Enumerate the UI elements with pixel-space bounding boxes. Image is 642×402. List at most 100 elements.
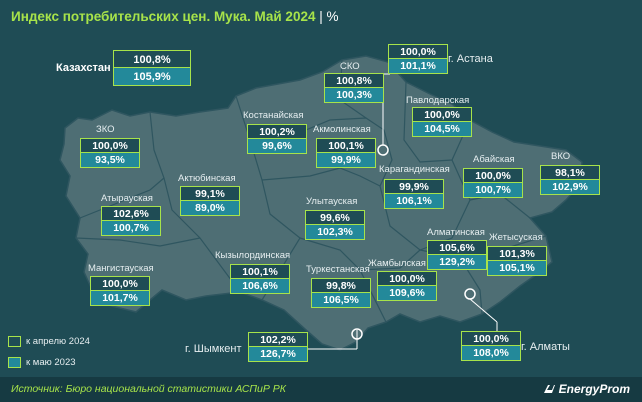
atyrau-apr: 102,6% bbox=[101, 206, 161, 221]
almaty-may: 108,0% bbox=[461, 346, 521, 361]
region-values-kostanay: 100,2% 99,6% bbox=[247, 124, 307, 154]
shymkent-may: 126,7% bbox=[248, 347, 308, 362]
city-label-shymkent: г. Шымкент bbox=[185, 343, 242, 355]
city-values-almaty: 100,0% 108,0% bbox=[461, 331, 521, 361]
source-text: Источник: Бюро национальной статистики А… bbox=[11, 383, 286, 395]
region-label-vko: ВКО bbox=[551, 151, 571, 162]
kyzylorda-apr: 100,1% bbox=[230, 264, 290, 279]
legend-item-apr: к апрелю 2024 bbox=[8, 336, 90, 347]
region-label-aktobe: Актюбинская bbox=[178, 173, 236, 184]
region-values-zko: 100,0% 93,5% bbox=[80, 138, 140, 168]
almaty-apr: 100,0% bbox=[461, 331, 521, 346]
almaty-region-may: 129,2% bbox=[427, 255, 487, 270]
region-values-turkestan: 99,8% 106,5% bbox=[311, 278, 371, 308]
kostanay-apr: 100,2% bbox=[247, 124, 307, 139]
pavlodar-may: 104,5% bbox=[412, 122, 472, 137]
brand-logo: EnergyProm bbox=[543, 382, 630, 396]
region-label-kyzylorda: Кызылординская bbox=[215, 250, 291, 261]
kazakhstan-label: Казахстан bbox=[56, 62, 111, 74]
turkestan-may: 106,5% bbox=[311, 293, 371, 308]
zhambyl-may: 109,6% bbox=[377, 286, 437, 301]
region-values-pavlodar: 100,0% 104,5% bbox=[412, 107, 472, 137]
shymkent-apr: 102,2% bbox=[248, 332, 308, 347]
region-label-turkestan: Туркестанская bbox=[306, 264, 370, 275]
astana-apr: 100,0% bbox=[388, 44, 448, 59]
title-unit: | % bbox=[319, 9, 339, 24]
sko-apr: 100,8% bbox=[324, 73, 384, 88]
legend-label-may: к маю 2023 bbox=[26, 357, 76, 368]
region-label-zhambyl: Жамбылская bbox=[368, 258, 426, 269]
region-values-akmola: 100,1% 99,9% bbox=[316, 138, 376, 168]
region-label-pavlodar: Павлодарская bbox=[406, 95, 470, 106]
kyzylorda-may: 106,6% bbox=[230, 279, 290, 294]
region-values-atyrau: 102,6% 100,7% bbox=[101, 206, 161, 236]
vko-apr: 98,1% bbox=[540, 165, 600, 180]
legend-label-apr: к апрелю 2024 bbox=[26, 336, 90, 347]
brand-text: EnergyProm bbox=[558, 382, 630, 396]
aktobe-apr: 99,1% bbox=[180, 186, 240, 201]
region-label-almaty-region: Алматинская bbox=[427, 227, 485, 238]
region-values-zhambyl: 100,0% 109,6% bbox=[377, 271, 437, 301]
zko-apr: 100,0% bbox=[80, 138, 140, 153]
karaganda-apr: 99,9% bbox=[384, 179, 444, 194]
region-values-ulytau: 99,6% 102,3% bbox=[305, 210, 365, 240]
region-label-akmola: Акмолинская bbox=[313, 124, 371, 135]
zhetysu-may: 105,1% bbox=[487, 261, 547, 276]
region-label-zko: ЗКО bbox=[96, 124, 115, 135]
city-values-shymkent: 102,2% 126,7% bbox=[248, 332, 308, 362]
region-values-aktobe: 99,1% 89,0% bbox=[180, 186, 240, 216]
ulytau-may: 102,3% bbox=[305, 225, 365, 240]
page-title: Индекс потребительских цен. Мука. Май 20… bbox=[11, 9, 339, 24]
energyprom-logo-icon bbox=[543, 385, 555, 393]
zko-may: 93,5% bbox=[80, 153, 140, 168]
region-values-sko: 100,8% 100,3% bbox=[324, 73, 384, 103]
vko-may: 102,9% bbox=[540, 180, 600, 195]
region-values-vko: 98,1% 102,9% bbox=[540, 165, 600, 195]
legend-item-may: к маю 2023 bbox=[8, 357, 76, 368]
akmola-apr: 100,1% bbox=[316, 138, 376, 153]
ulytau-apr: 99,6% bbox=[305, 210, 365, 225]
karaganda-may: 106,1% bbox=[384, 194, 444, 209]
abai-may: 100,7% bbox=[463, 183, 523, 198]
region-label-zhetysu: Жетысуская bbox=[489, 232, 543, 243]
region-values-kyzylorda: 100,1% 106,6% bbox=[230, 264, 290, 294]
legend-swatch-apr bbox=[8, 336, 21, 347]
sko-may: 100,3% bbox=[324, 88, 384, 103]
kostanay-may: 99,6% bbox=[247, 139, 307, 154]
region-label-sko: СКО bbox=[340, 61, 360, 72]
region-values-mangistau: 100,0% 101,7% bbox=[90, 276, 150, 306]
region-label-abai: Абайская bbox=[473, 154, 515, 165]
abai-apr: 100,0% bbox=[463, 168, 523, 183]
akmola-may: 99,9% bbox=[316, 153, 376, 168]
astana-may: 101,1% bbox=[388, 59, 448, 74]
region-values-zhetysu: 101,3% 105,1% bbox=[487, 246, 547, 276]
aktobe-may: 89,0% bbox=[180, 201, 240, 216]
region-values-almaty-region: 105,6% 129,2% bbox=[427, 240, 487, 270]
region-label-atyrau: Атырауская bbox=[101, 193, 153, 204]
region-label-kostanay: Костанайская bbox=[243, 110, 304, 121]
region-label-karaganda: Карагандинская bbox=[379, 164, 450, 175]
zhambyl-apr: 100,0% bbox=[377, 271, 437, 286]
kazakhstan-values: 100,8% 105,9% bbox=[113, 50, 191, 86]
pavlodar-apr: 100,0% bbox=[412, 107, 472, 122]
turkestan-apr: 99,8% bbox=[311, 278, 371, 293]
unit-text: % bbox=[326, 9, 339, 24]
region-label-ulytau: Улытауская bbox=[306, 196, 358, 207]
region-values-karaganda: 99,9% 106,1% bbox=[384, 179, 444, 209]
kazakhstan-may: 105,9% bbox=[113, 68, 191, 86]
kazakhstan-apr: 100,8% bbox=[113, 50, 191, 68]
city-values-astana: 100,0% 101,1% bbox=[388, 44, 448, 74]
zhetysu-apr: 101,3% bbox=[487, 246, 547, 261]
almaty-region-apr: 105,6% bbox=[427, 240, 487, 255]
city-label-almaty: г. Алматы bbox=[521, 341, 570, 353]
legend-swatch-may bbox=[8, 357, 21, 368]
city-label-astana: г. Астана bbox=[448, 53, 493, 65]
footer: Источник: Бюро национальной статистики А… bbox=[0, 377, 642, 402]
mangistau-may: 101,7% bbox=[90, 291, 150, 306]
atyrau-may: 100,7% bbox=[101, 221, 161, 236]
mangistau-apr: 100,0% bbox=[90, 276, 150, 291]
region-label-mangistau: Мангистауская bbox=[88, 263, 154, 274]
region-values-abai: 100,0% 100,7% bbox=[463, 168, 523, 198]
title-text: Индекс потребительских цен. Мука. Май 20… bbox=[11, 9, 316, 24]
